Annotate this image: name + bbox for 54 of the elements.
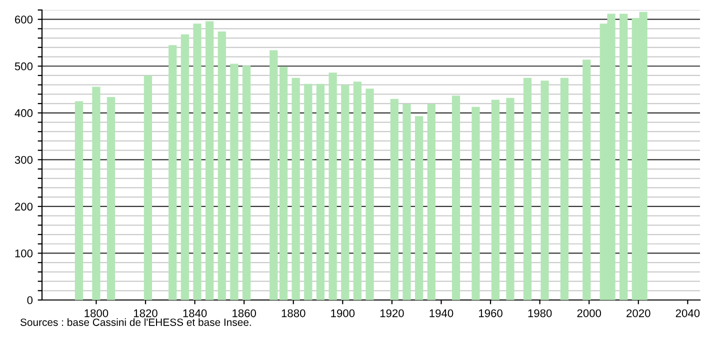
bar	[206, 21, 214, 300]
bar	[366, 88, 374, 300]
x-tick-label: 1800	[84, 309, 108, 318]
bar	[560, 78, 569, 300]
bar	[402, 104, 411, 300]
bar	[523, 78, 532, 300]
bar	[218, 32, 226, 300]
y-tick-label: 100	[15, 249, 33, 258]
bar	[452, 96, 460, 300]
y-tick-label: 600	[15, 16, 33, 24]
bar	[230, 64, 238, 300]
x-tick-label: 2000	[577, 309, 602, 318]
bar	[144, 75, 152, 300]
bar	[304, 84, 312, 300]
x-tick-label: 1840	[183, 309, 207, 318]
x-tick-label: 1980	[528, 309, 552, 318]
bar	[506, 98, 514, 300]
bar	[316, 84, 325, 300]
x-tick-label: 1880	[282, 309, 306, 318]
x-tick-label: 1940	[430, 309, 454, 318]
bar	[582, 60, 591, 300]
bar	[491, 100, 500, 300]
bar	[620, 14, 628, 300]
bar	[540, 80, 549, 300]
x-tick-label: 2020	[626, 309, 650, 318]
x-tick-label: 1920	[380, 309, 404, 318]
bar	[472, 106, 480, 300]
x-tick-label: 1900	[331, 309, 355, 318]
x-tick-label: 1860	[232, 309, 256, 318]
bar	[242, 66, 251, 300]
bar	[180, 34, 190, 300]
bar	[279, 66, 288, 300]
bar	[292, 78, 300, 300]
bar	[193, 24, 202, 300]
bar	[168, 45, 177, 300]
x-tick-label: 2040	[676, 309, 700, 318]
bar	[353, 82, 362, 300]
y-tick-label: 0	[27, 296, 33, 304]
bar	[74, 101, 84, 300]
bar	[427, 104, 436, 300]
y-tick-label: 300	[14, 156, 33, 164]
x-tick-label: 1820	[134, 309, 158, 318]
source-note: Sources : base Cassini de l'EHESS et base Insee.	[20, 318, 251, 326]
y-tick-label: 200	[14, 202, 33, 211]
x-tick-label: 1960	[479, 309, 502, 318]
bar	[106, 97, 116, 300]
bar	[270, 50, 278, 300]
bar	[328, 72, 337, 300]
bar	[92, 86, 100, 300]
y-tick-label: 500	[14, 62, 33, 70]
bar	[341, 84, 350, 300]
y-tick-label: 400	[14, 109, 33, 118]
bar	[414, 116, 424, 300]
bar	[390, 98, 398, 300]
